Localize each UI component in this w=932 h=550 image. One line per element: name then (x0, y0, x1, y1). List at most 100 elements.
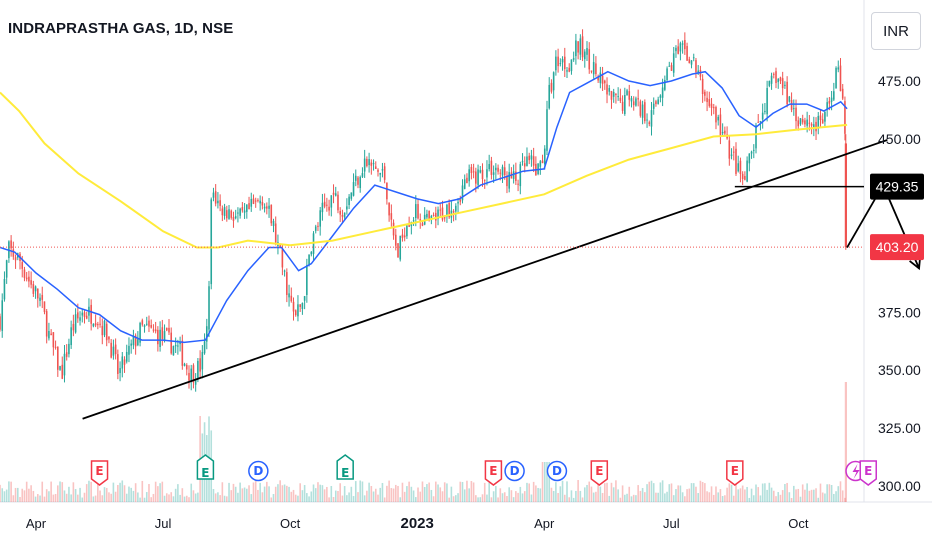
candle-body (608, 88, 611, 92)
moving-averages (0, 70, 848, 344)
candle-body (741, 173, 744, 180)
volume-bar (432, 496, 435, 502)
candle-body (492, 172, 495, 175)
earnings-event-icon (484, 460, 503, 486)
candle-body (237, 212, 239, 214)
last-price-tag-label: 403.20 (876, 239, 919, 255)
candle-body (448, 203, 450, 218)
candle-body (103, 320, 106, 336)
candle-body (132, 336, 135, 346)
volume-bar (441, 491, 444, 502)
candle-body (793, 108, 795, 110)
candle-body (203, 341, 206, 354)
earnings-event-icon: E (731, 464, 739, 478)
candle-body (23, 269, 26, 278)
volume-bar (157, 486, 159, 502)
volume-bar (165, 493, 168, 502)
volume-bar (539, 488, 542, 502)
volume-bar (363, 495, 366, 502)
price-axis[interactable]: 300.00 325.00 350.00 375.00 450.00 475.00 (878, 73, 921, 494)
candle-body (601, 75, 604, 84)
volume-bar (817, 497, 820, 502)
volume-bar (103, 487, 106, 502)
candle-body (85, 315, 88, 319)
currency-button[interactable]: INR (871, 12, 921, 50)
volume-bar (263, 486, 266, 502)
volume-bar (748, 497, 751, 502)
volume-bar (706, 491, 708, 502)
candle-body (721, 131, 724, 134)
volume-bar (708, 492, 711, 502)
volume-bar (770, 487, 773, 502)
volume-bar (232, 483, 235, 502)
volume-bar (54, 493, 57, 502)
volume-bar (692, 483, 695, 502)
volume-bar (586, 484, 588, 502)
candle-body (70, 327, 72, 346)
candle-body (94, 323, 97, 326)
candle-body (732, 151, 735, 153)
candle-body (21, 262, 24, 269)
volume-bar (32, 490, 35, 502)
candle-body (165, 327, 168, 331)
candle-body (746, 160, 748, 182)
volume-bar (728, 483, 731, 502)
volume-bar (810, 489, 813, 502)
candle-body (399, 235, 402, 260)
candle-body (121, 356, 124, 369)
volume-bar (170, 492, 173, 502)
candle-body (619, 97, 622, 101)
volume-bar (790, 497, 793, 502)
candle-body (257, 200, 259, 202)
candle-body (194, 380, 197, 385)
candle-body (539, 161, 542, 167)
candle-body (712, 107, 715, 109)
volume-bar (181, 488, 184, 502)
volume-bar (732, 495, 735, 502)
volume-bar (408, 481, 410, 502)
volume-bar (746, 486, 748, 502)
volume-bar (279, 480, 281, 502)
candle-body (412, 220, 415, 222)
candle-body (314, 226, 317, 231)
drawings[interactable] (0, 139, 922, 420)
volume-bar (793, 485, 795, 502)
volume-bar (190, 483, 193, 502)
volume-bar (575, 490, 577, 502)
split-event-icon (336, 454, 354, 480)
volume-bar (621, 485, 624, 502)
volume-bar (341, 495, 344, 502)
candle-body (134, 335, 137, 347)
candle-body (523, 163, 526, 167)
candle-body (426, 213, 428, 218)
candle-body (143, 325, 146, 327)
volume-bar (768, 482, 771, 502)
time-axis[interactable]: Apr Jul Oct 2023 Apr Jul Oct (26, 515, 809, 532)
volume-bar (463, 489, 466, 502)
volume-bar (137, 492, 139, 502)
volume-bar (437, 484, 439, 502)
volume-bar (401, 482, 404, 502)
candle-body (690, 60, 693, 65)
volume-bar (655, 492, 657, 502)
volume-bar (410, 486, 413, 502)
support-price-tag (870, 173, 924, 200)
volume-bar (557, 493, 559, 502)
earnings-event-icon: E (95, 464, 103, 478)
time-tick-label: Apr (534, 516, 555, 531)
volume-bar (8, 481, 10, 502)
candle-body (208, 286, 210, 330)
volume-bar (223, 495, 226, 502)
volume-bar (815, 488, 817, 502)
candle-body (297, 304, 299, 317)
volume-bar (630, 496, 633, 502)
volume-bar (423, 487, 426, 502)
volume-bar (321, 485, 324, 502)
candle-body (428, 210, 430, 221)
volume-bar (330, 485, 333, 502)
candle-body (190, 368, 193, 382)
volume-bar (426, 484, 428, 502)
volume-bar (183, 496, 186, 502)
